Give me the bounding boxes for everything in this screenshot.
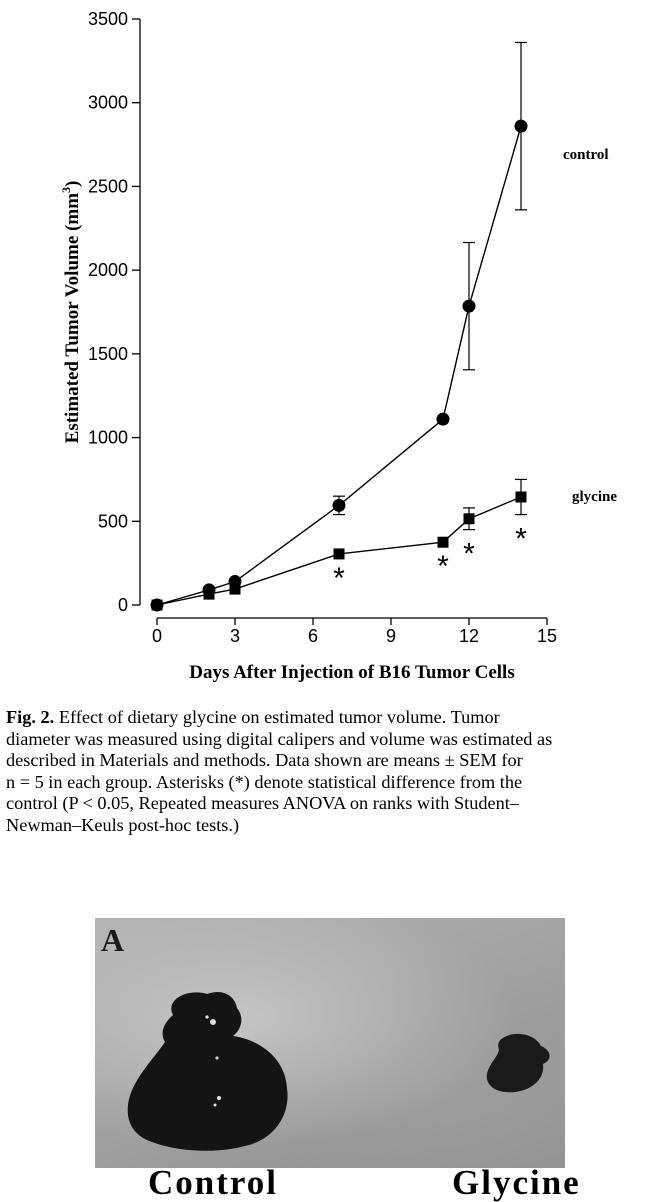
caption-line-3: described in Materials and methods. Data… bbox=[6, 750, 523, 770]
glycine-point-2 bbox=[229, 583, 241, 595]
highlight-3 bbox=[215, 1056, 219, 1060]
x-tick-label-3: 3 bbox=[230, 626, 240, 646]
glycine-photo-label: Glycine bbox=[452, 1163, 581, 1202]
highlight-1 bbox=[210, 1019, 216, 1025]
series-glycine: glycine bbox=[151, 478, 617, 611]
glycine-point-5 bbox=[463, 513, 475, 525]
control-tumor bbox=[127, 991, 288, 1151]
control-point-6 bbox=[514, 119, 528, 133]
control-point-4 bbox=[436, 412, 450, 426]
tumor-photo-drawing bbox=[127, 991, 550, 1151]
glycine-point-4 bbox=[437, 536, 449, 548]
control-point-5 bbox=[462, 299, 476, 313]
highlight-5 bbox=[213, 1103, 217, 1107]
glycine-point-3 bbox=[333, 548, 345, 560]
series-layer: control glycine * * * * bbox=[150, 41, 617, 612]
highlight-4 bbox=[217, 1096, 221, 1100]
caption-line-5: control (P < 0.05, Repeated measures ANO… bbox=[6, 793, 519, 813]
y-tick-label-3000: 3000 bbox=[88, 93, 128, 113]
x-axis-title: Days After Injection of B16 Tumor Cells bbox=[189, 662, 514, 683]
y-tick-label-0: 0 bbox=[118, 595, 128, 615]
y-axis-title: Estimated Tumor Volume (mm3) bbox=[59, 181, 83, 444]
tumor-photo: A bbox=[95, 918, 565, 1168]
axes: 0 500 1000 1500 2000 2500 3000 3500 0 3 6 9 12 15 bbox=[88, 9, 557, 646]
caption-line-2: diameter was measured using digital cali… bbox=[6, 728, 553, 749]
glycine-point-0 bbox=[151, 599, 163, 611]
y-tick-label-2500: 2500 bbox=[88, 176, 128, 196]
control-photo-label: Control bbox=[148, 1163, 279, 1202]
glycine-point-6 bbox=[515, 491, 527, 503]
caption-line-4: n = 5 in each group. Asterisks (*) denot… bbox=[6, 771, 523, 792]
panel-letter: A bbox=[101, 922, 125, 958]
glycine-tumor bbox=[486, 1033, 550, 1093]
caption-line-1: Effect of dietary glycine on estimated t… bbox=[54, 707, 500, 727]
tumor-volume-chart: 0 500 1000 1500 2000 2500 3000 3500 0 3 6 9 12 15 con… bbox=[59, 9, 617, 683]
y-tick-label-1000: 1000 bbox=[88, 428, 128, 448]
highlight-2 bbox=[205, 1015, 209, 1019]
x-tick-label-0: 0 bbox=[152, 626, 162, 646]
control-series-label: control bbox=[563, 147, 609, 163]
y-tick-label-3500: 3500 bbox=[88, 9, 128, 29]
x-tick-label-12: 12 bbox=[459, 626, 479, 646]
caption-line-6: Newman–Keuls post-hoc tests.) bbox=[6, 814, 240, 835]
figure-label: Fig. 2. bbox=[6, 707, 55, 727]
x-tick-label-15: 15 bbox=[537, 626, 557, 646]
significance-asterisk-0: * bbox=[333, 562, 345, 595]
y-tick-label-500: 500 bbox=[98, 511, 128, 531]
significance-asterisk-2: * bbox=[463, 538, 475, 571]
control-line bbox=[156, 126, 522, 606]
significance-asterisk-3: * bbox=[515, 523, 527, 556]
significance-asterisk-1: * bbox=[437, 550, 449, 583]
y-tick-label-1500: 1500 bbox=[88, 344, 128, 364]
x-tick-label-9: 9 bbox=[386, 626, 396, 646]
y-tick-label-2000: 2000 bbox=[88, 260, 128, 280]
series-control: control bbox=[150, 41, 609, 612]
glycine-point-1 bbox=[203, 588, 215, 600]
glycine-series-label: glycine bbox=[572, 489, 617, 505]
figure-caption: Fig. 2. Effect of dietary glycine on est… bbox=[6, 707, 660, 836]
control-point-3 bbox=[332, 498, 346, 512]
x-tick-label-6: 6 bbox=[308, 626, 318, 646]
